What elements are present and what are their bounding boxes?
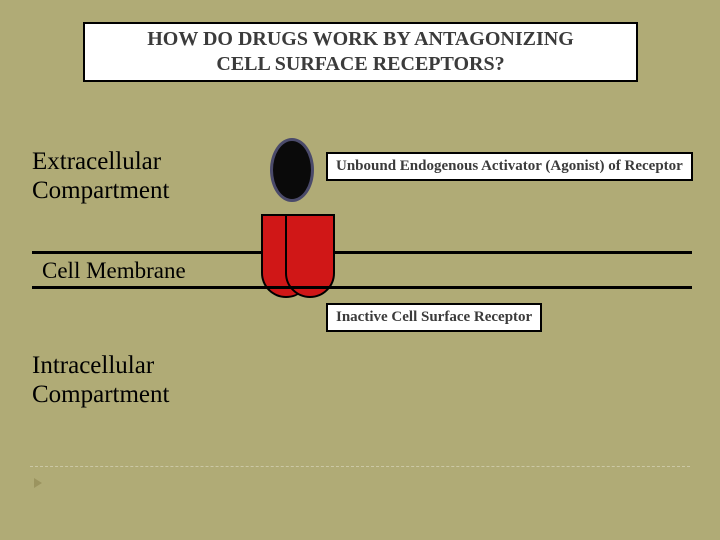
membrane-line-bottom [32,286,692,289]
intracellular-label: Intracellular Compartment [32,352,169,410]
title-box: HOW DO DRUGS WORK BY ANTAGONIZING CELL S… [83,22,638,82]
intracellular-line2: Compartment [32,381,169,410]
title-line1: HOW DO DRUGS WORK BY ANTAGONIZING [147,27,574,52]
title-line2: CELL SURFACE RECEPTORS? [216,52,504,77]
unbound-callout: Unbound Endogenous Activator (Agonist) o… [326,152,693,181]
footer-arrow-icon [34,478,42,488]
inactive-callout: Inactive Cell Surface Receptor [326,303,542,332]
intracellular-line1: Intracellular [32,352,169,381]
agonist-shape [270,138,314,202]
extracellular-line1: Extracellular [32,148,169,177]
cell-membrane-label: Cell Membrane [42,258,186,284]
extracellular-label: Extracellular Compartment [32,148,169,206]
extracellular-line2: Compartment [32,177,169,206]
membrane-line-top [32,251,692,254]
footer-divider [30,466,690,467]
